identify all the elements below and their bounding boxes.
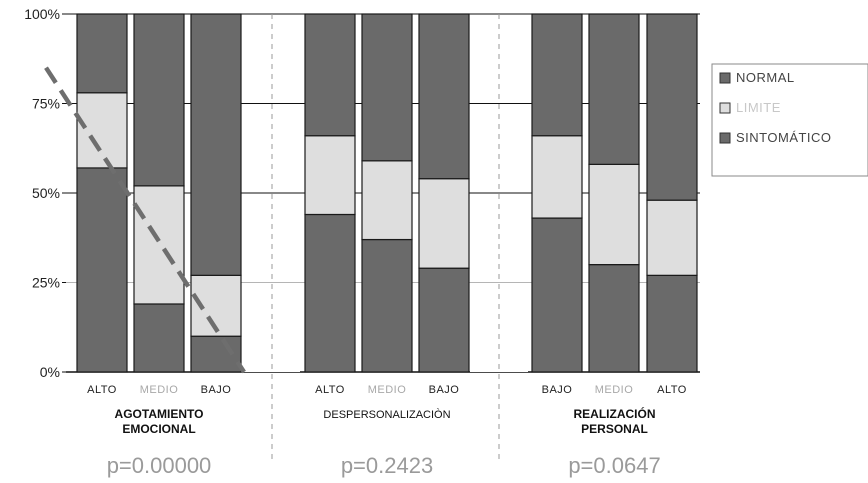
legend-box xyxy=(711,63,868,177)
category-label: BAJO xyxy=(201,384,232,396)
bar-segment-sintomatico xyxy=(304,213,356,373)
category-label: ALTO xyxy=(657,384,687,396)
legend-label: SINTOMÁTICO xyxy=(736,130,832,145)
bar-segment-limite xyxy=(76,92,128,169)
y-axis: 0% 25% 50% 75% 100% xyxy=(24,6,66,380)
bar-segment-limite xyxy=(133,185,185,305)
category-label: ALTO xyxy=(87,384,117,396)
category-label: BAJO xyxy=(542,384,573,396)
legend-swatch xyxy=(719,102,731,114)
group-title: AGOTAMIENTO xyxy=(115,407,204,421)
bar-segment-normal xyxy=(361,13,413,162)
category-label: MEDIO xyxy=(595,384,634,396)
bar-segment-sintomatico xyxy=(646,274,698,373)
legend-label: LIMITE xyxy=(736,100,781,115)
bars xyxy=(76,13,698,373)
y-tick-label: 0% xyxy=(40,364,60,380)
group-title: PERSONAL xyxy=(581,422,648,436)
gridlines xyxy=(66,13,700,460)
bar-segment-normal xyxy=(190,13,242,276)
y-tick-label: 50% xyxy=(32,185,60,201)
group-title: DESPERSONALIZACIÒN xyxy=(323,408,450,421)
y-tick-label: 25% xyxy=(32,275,60,291)
y-tick-label: 75% xyxy=(32,96,60,112)
bar-segment-normal xyxy=(133,13,185,187)
bar-segment-limite xyxy=(646,199,698,276)
p-value-label: p=0.2423 xyxy=(341,453,433,478)
category-label: BAJO xyxy=(429,384,460,396)
bar-segment-normal xyxy=(588,13,640,165)
bar-segment-limite xyxy=(361,160,413,241)
bar-segment-normal xyxy=(646,13,698,201)
bar-segment-normal xyxy=(531,13,583,137)
bar-segment-sintomatico xyxy=(133,303,185,373)
bar-segment-normal xyxy=(418,13,470,180)
y-tick-label: 100% xyxy=(24,6,60,22)
bar-segment-limite xyxy=(531,135,583,219)
bar-segment-sintomatico xyxy=(588,264,640,373)
category-label: MEDIO xyxy=(140,384,179,396)
bar-segment-limite xyxy=(304,135,356,216)
group-title: REALIZACIÓN xyxy=(574,406,656,421)
bar-segment-normal xyxy=(76,13,128,94)
category-labels: ALTO MEDIO BAJO ALTO MEDIO BAJO BAJO MEDIO ALTO xyxy=(87,384,687,396)
group-title: EMOCIONAL xyxy=(122,422,195,436)
bar-segment-sintomatico xyxy=(76,167,128,373)
bar-segment-sintomatico xyxy=(418,267,470,373)
bar-segment-limite xyxy=(588,163,640,266)
legend: NORMAL LIMITE SINTOMÁTICO xyxy=(711,63,868,177)
bar-segment-normal xyxy=(304,13,356,137)
category-label: MEDIO xyxy=(368,384,407,396)
p-value-label: p=0.0647 xyxy=(568,453,660,478)
p-value-label: p=0.00000 xyxy=(107,453,212,478)
legend-swatch xyxy=(719,132,731,144)
bar-segment-limite xyxy=(418,178,470,269)
legend-label: NORMAL xyxy=(736,70,795,85)
trend-line-dashed xyxy=(44,66,246,374)
bar-segment-sintomatico xyxy=(361,238,413,373)
trend-line xyxy=(44,66,246,374)
category-label: ALTO xyxy=(315,384,345,396)
bar-segment-sintomatico xyxy=(190,335,242,373)
bar-segment-sintomatico xyxy=(531,217,583,373)
legend-swatch xyxy=(719,72,731,84)
